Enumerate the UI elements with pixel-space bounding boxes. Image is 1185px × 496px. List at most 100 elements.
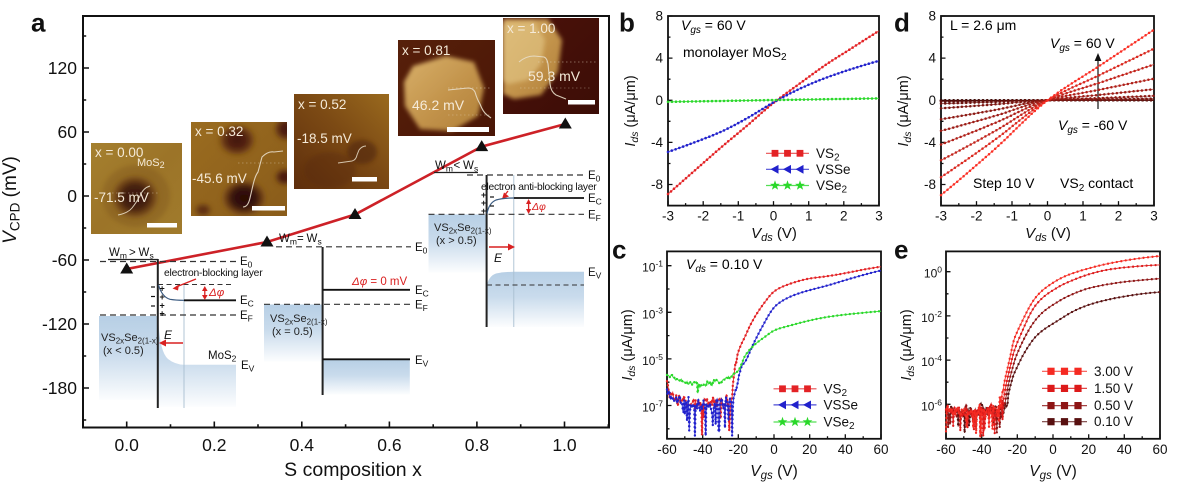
svg-text:1.50 V: 1.50 V bbox=[1094, 381, 1133, 396]
svg-text:+: + bbox=[160, 309, 165, 319]
svg-text:E0: E0 bbox=[240, 256, 253, 270]
svg-text:VSe2: VSe2 bbox=[816, 178, 848, 196]
svg-text:electron anti-blocking layer: electron anti-blocking layer bbox=[481, 182, 597, 193]
svg-text:60: 60 bbox=[873, 442, 888, 457]
svg-text:Vgs = 60 V: Vgs = 60 V bbox=[1050, 35, 1115, 54]
svg-text:c: c bbox=[612, 235, 626, 265]
svg-text:-4: -4 bbox=[651, 135, 663, 150]
svg-text:20: 20 bbox=[802, 442, 817, 457]
svg-text:-120: -120 bbox=[42, 314, 77, 334]
svg-text:E0: E0 bbox=[588, 170, 601, 184]
svg-text:-40: -40 bbox=[693, 442, 713, 457]
svg-text:59.3 mV: 59.3 mV bbox=[528, 68, 581, 84]
svg-text:<: < bbox=[454, 160, 461, 172]
svg-text:-180: -180 bbox=[42, 378, 77, 398]
svg-text:Δφ: Δφ bbox=[208, 287, 225, 299]
svg-text:e: e bbox=[894, 235, 908, 265]
svg-text:x = 0.52: x = 0.52 bbox=[298, 97, 346, 112]
svg-text:+: + bbox=[481, 206, 486, 216]
svg-text:-8: -8 bbox=[924, 177, 936, 192]
svg-text:1.0: 1.0 bbox=[552, 435, 577, 455]
svg-text:EV: EV bbox=[241, 360, 255, 374]
svg-text:E: E bbox=[164, 328, 173, 342]
svg-text:E: E bbox=[494, 251, 503, 265]
svg-text:0: 0 bbox=[67, 186, 77, 206]
svg-text:+: + bbox=[160, 284, 165, 294]
svg-text:s: s bbox=[474, 164, 478, 174]
svg-text:a: a bbox=[31, 8, 46, 38]
svg-text:-60: -60 bbox=[52, 250, 78, 270]
svg-text:0.2: 0.2 bbox=[202, 435, 226, 455]
svg-text:0: 0 bbox=[655, 93, 663, 108]
svg-text:VCPD (mV): VCPD (mV) bbox=[0, 156, 23, 244]
svg-text:-8: -8 bbox=[651, 177, 663, 192]
svg-text:Ids (μA/μm): Ids (μA/μm) bbox=[896, 75, 914, 146]
svg-text:-60: -60 bbox=[936, 442, 956, 457]
svg-text:d: d bbox=[894, 8, 910, 38]
svg-text:W: W bbox=[463, 160, 474, 172]
svg-text:x = 0.81: x = 0.81 bbox=[402, 43, 450, 58]
svg-text:Δφ = 0 mV: Δφ = 0 mV bbox=[351, 276, 407, 288]
svg-text:VSSe: VSSe bbox=[816, 162, 851, 177]
svg-text:W: W bbox=[307, 233, 318, 245]
svg-text:8: 8 bbox=[655, 9, 663, 24]
svg-text:3.00 V: 3.00 V bbox=[1094, 364, 1133, 379]
svg-text:EC: EC bbox=[240, 295, 254, 309]
svg-text:S composition x: S composition x bbox=[284, 459, 422, 481]
svg-text:Vgs (V): Vgs (V) bbox=[750, 463, 797, 482]
svg-text:EF: EF bbox=[588, 210, 601, 224]
svg-text:3: 3 bbox=[1150, 209, 1158, 224]
svg-text:Vgs = -60 V: Vgs = -60 V bbox=[1058, 117, 1128, 136]
svg-text:-20: -20 bbox=[1008, 442, 1028, 457]
svg-text:EC: EC bbox=[588, 193, 602, 207]
svg-text:-3: -3 bbox=[662, 209, 674, 224]
svg-text:Vds (V): Vds (V) bbox=[751, 225, 797, 244]
svg-text:Ids (μA/μm): Ids (μA/μm) bbox=[899, 309, 917, 380]
svg-text:VSe2: VSe2 bbox=[824, 415, 856, 433]
svg-text:EC: EC bbox=[415, 285, 429, 299]
svg-text:Vds (V): Vds (V) bbox=[1025, 225, 1071, 244]
svg-text:0: 0 bbox=[770, 209, 778, 224]
svg-text:Wm: Wm bbox=[109, 247, 127, 261]
svg-text:>: > bbox=[129, 247, 136, 259]
svg-text:x = 1.00: x = 1.00 bbox=[507, 21, 555, 36]
svg-text:1: 1 bbox=[1079, 209, 1087, 224]
svg-text:40: 40 bbox=[1117, 442, 1132, 457]
svg-text:L = 2.6 μm: L = 2.6 μm bbox=[950, 17, 1016, 33]
svg-text:=: = bbox=[297, 233, 304, 245]
svg-text:0.8: 0.8 bbox=[465, 435, 489, 455]
svg-text:Vgs (V): Vgs (V) bbox=[1029, 463, 1076, 482]
svg-text:0: 0 bbox=[1049, 442, 1057, 457]
svg-text:60: 60 bbox=[58, 122, 78, 142]
svg-text:+: + bbox=[160, 292, 165, 302]
svg-text:VSSe: VSSe bbox=[824, 397, 859, 412]
svg-text:46.2 mV: 46.2 mV bbox=[412, 97, 465, 113]
svg-text:EV: EV bbox=[588, 267, 602, 281]
svg-text:20: 20 bbox=[1081, 442, 1096, 457]
svg-text:+: + bbox=[160, 301, 165, 311]
svg-text:2: 2 bbox=[1115, 209, 1123, 224]
svg-text:-1: -1 bbox=[732, 209, 744, 224]
svg-text:Step 10 V: Step 10 V bbox=[973, 175, 1035, 191]
svg-text:-40: -40 bbox=[972, 442, 992, 457]
svg-text:Vds = 0.10 V: Vds = 0.10 V bbox=[686, 256, 763, 275]
svg-text:0.10 V: 0.10 V bbox=[1094, 414, 1133, 429]
svg-text:0: 0 bbox=[770, 442, 778, 457]
svg-text:electron-blocking layer: electron-blocking layer bbox=[164, 268, 263, 279]
svg-text:Ids (μA/μm): Ids (μA/μm) bbox=[620, 309, 638, 380]
svg-text:Δφ: Δφ bbox=[531, 201, 546, 213]
svg-text:E0: E0 bbox=[415, 242, 428, 256]
svg-text:2: 2 bbox=[840, 209, 848, 224]
svg-text:1: 1 bbox=[805, 209, 813, 224]
svg-text:8: 8 bbox=[928, 9, 936, 24]
svg-text:4: 4 bbox=[928, 51, 936, 66]
svg-text:3: 3 bbox=[875, 209, 883, 224]
svg-text:VS2 contact: VS2 contact bbox=[1060, 175, 1133, 194]
svg-text:60: 60 bbox=[1152, 442, 1167, 457]
svg-text:VS2: VS2 bbox=[816, 146, 840, 164]
svg-text:b: b bbox=[619, 8, 635, 38]
svg-text:s: s bbox=[150, 251, 154, 261]
svg-text:0.4: 0.4 bbox=[290, 435, 315, 455]
svg-text:0: 0 bbox=[928, 93, 936, 108]
svg-text:EF: EF bbox=[240, 310, 253, 324]
